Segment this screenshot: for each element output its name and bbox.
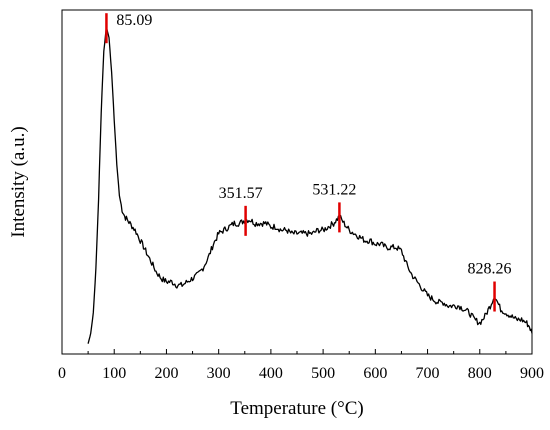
peak-label: 531.22	[312, 181, 356, 198]
x-tick-label: 700	[416, 365, 440, 382]
x-axis-title: Temperature (°C)	[230, 398, 363, 419]
plot-frame	[61, 9, 533, 355]
x-tick-label: 600	[363, 365, 387, 382]
peak-label: 85.09	[116, 12, 152, 29]
y-axis-title: Intensity (a.u.)	[8, 126, 29, 237]
x-tick-label: 500	[311, 365, 335, 382]
x-tick-label: 200	[154, 365, 178, 382]
peak-label: 351.57	[219, 185, 263, 202]
x-tick-label: 300	[207, 365, 231, 382]
x-tick-label: 0	[58, 365, 66, 382]
x-tick-label: 900	[520, 365, 544, 382]
x-axis-ticks	[61, 349, 533, 354]
peak-labels: 85.09 351.57 531.22 828.26	[116, 12, 511, 277]
x-axis-tick-labels: 0 100 200 300 400 500 600 700 800 900	[58, 365, 544, 382]
x-tick-label: 100	[102, 365, 126, 382]
x-tick-label: 800	[468, 365, 492, 382]
peak-markers	[105, 13, 496, 312]
x-tick-label: 400	[259, 365, 283, 382]
peak-label: 828.26	[468, 261, 512, 278]
series-line	[87, 26, 533, 344]
